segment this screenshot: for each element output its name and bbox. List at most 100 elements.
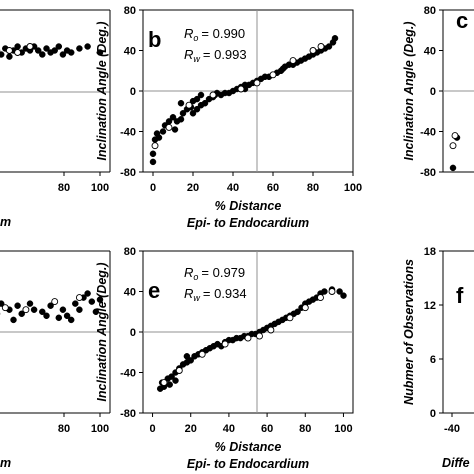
panel-c-points xyxy=(449,132,461,172)
d-filled-point-24 xyxy=(92,308,100,316)
panel-b-points xyxy=(149,35,339,166)
e-filled-point-49 xyxy=(336,288,343,295)
panel-b-x-axis-title-line-2: Epi- to Endocardium xyxy=(187,216,309,230)
e-filled-point-50 xyxy=(340,292,347,299)
panel-c: -80 -40 0 40 80 c Inclination Angle (Deg.) xyxy=(402,5,474,179)
b-filled-point-18 xyxy=(193,105,201,113)
panel-a: 80 100 m xyxy=(0,9,111,229)
b-x-tick-label-100: 100 xyxy=(344,182,362,194)
b-filled-point-11 xyxy=(177,116,185,123)
e-open-point-8 xyxy=(301,304,309,312)
b-filled-point-4 xyxy=(155,134,163,141)
b-y-tick-label-40: 40 xyxy=(124,46,136,58)
d-filled-point-7 xyxy=(10,316,17,324)
d-filled-point-12 xyxy=(39,308,46,316)
panel-e-x-axis-title-line-2: Epi- to Endocardium xyxy=(187,457,309,471)
b-filled-point-1 xyxy=(149,150,157,158)
e-open-point-1 xyxy=(175,367,183,374)
panel-f: 0 6 12 18 f Nubmer of Observations -40 Diff… xyxy=(402,246,474,470)
d-filled-point-8 xyxy=(14,302,21,309)
panel-b-letter: b xyxy=(148,27,161,52)
a-filled-point-21 xyxy=(51,47,58,54)
e-filled-point-7 xyxy=(172,377,179,384)
e-filled-point-12 xyxy=(187,357,194,364)
d-filled-point-14 xyxy=(47,302,54,309)
b-filled-point-13 xyxy=(179,110,187,117)
b-filled-point-5 xyxy=(159,128,167,135)
panel-e-points xyxy=(156,286,347,392)
panel-a-x-axis-title-fragment: m xyxy=(0,215,11,229)
panel-e-r-w-sub: w xyxy=(193,293,200,303)
panel-d-x-axis-title-fragment: m xyxy=(0,456,11,470)
e-open-point-10 xyxy=(328,288,336,295)
d-filled-point-17 xyxy=(63,312,71,320)
a-filled-point-23 xyxy=(59,51,67,58)
b-filled-point-16 xyxy=(189,110,197,117)
d-filled-point-13 xyxy=(43,312,50,320)
panel-d-x-tick-label-100: 100 xyxy=(91,423,109,435)
e-filled-point-5 xyxy=(168,373,175,380)
e-y-tick-label--80: -80 xyxy=(120,408,136,420)
panel-e-r-w-symbol: R xyxy=(184,286,193,301)
b-open-point-8 xyxy=(309,47,317,54)
a-filled-point-27 xyxy=(84,43,91,50)
a-filled-point-17 xyxy=(34,47,42,54)
b-filled-point-12 xyxy=(177,99,185,107)
d-filled-point-22 xyxy=(84,290,91,297)
panel-b-x-axis-title-line-1: % Distance xyxy=(215,199,282,213)
b-x-tick-label-80: 80 xyxy=(307,182,319,194)
e-x-tick-label-0: 0 xyxy=(149,423,155,435)
panel-f-y-ticks: 0 6 12 18 xyxy=(424,246,443,420)
d-filled-point-25 xyxy=(96,296,104,303)
e-x-tick-label-40: 40 xyxy=(223,423,235,435)
panel-e-y-axis-title: Inclination Angle (Deg.) xyxy=(95,262,109,401)
e-open-point-3 xyxy=(221,340,229,348)
panel-d-points xyxy=(0,290,104,324)
f-y-tick-label-18: 18 xyxy=(424,246,436,258)
d-filled-point-10 xyxy=(26,300,34,307)
f-y-tick-label-12: 12 xyxy=(424,300,436,312)
d-filled-point-19 xyxy=(72,300,79,307)
b-open-point-7 xyxy=(289,57,297,65)
e-filled-point-40 xyxy=(294,308,301,316)
d-filled-point-11 xyxy=(30,306,38,313)
panel-b-x-ticks: 0 20 40 60 80 100 xyxy=(150,172,362,194)
e-open-point-9 xyxy=(317,294,324,302)
panel-e-x-axis-title-line-1: % Distance xyxy=(215,440,282,454)
b-open-point-4 xyxy=(237,85,245,93)
b-filled-point-8 xyxy=(169,114,177,121)
e-x-tick-label-60: 60 xyxy=(261,423,273,435)
panel-b-r-o-symbol: R xyxy=(184,26,193,41)
c-y-tick-label-40: 40 xyxy=(424,46,436,58)
a-open-point-4 xyxy=(14,49,22,56)
a-filled-point-10 xyxy=(6,53,13,60)
panel-b-r-o-sub: o xyxy=(193,33,198,43)
e-open-point-4 xyxy=(244,334,252,342)
e-x-tick-label-80: 80 xyxy=(299,423,311,435)
panel-c-y-ticks: -80 -40 0 40 80 xyxy=(420,5,443,179)
d-filled-point-16 xyxy=(59,306,67,313)
b-filled-point-0 xyxy=(149,158,157,166)
a-filled-point-19 xyxy=(43,45,50,52)
c-y-tick-label-0: 0 xyxy=(430,86,436,98)
panel-b-y-ticks: -80 -40 0 40 80 xyxy=(120,5,143,179)
panel-d-x-tick-label-80: 80 xyxy=(58,423,70,435)
b-filled-point-58 xyxy=(331,35,339,42)
panel-b-y-axis-title: Inclination Angle (Deg.) xyxy=(95,21,109,160)
panel-e-r-o-value: = 0.979 xyxy=(201,265,245,280)
e-y-tick-label--40: -40 xyxy=(120,368,136,380)
e-x-tick-label-20: 20 xyxy=(185,423,197,435)
panel-f-y-axis-title: Nubmer of Observations xyxy=(402,259,416,405)
b-y-tick-label--80: -80 xyxy=(120,167,136,179)
c-open-point-1 xyxy=(451,132,459,140)
b-x-tick-label-20: 20 xyxy=(187,182,199,194)
e-open-point-7 xyxy=(286,314,294,322)
b-filled-point-19 xyxy=(193,95,201,103)
c-y-tick-label--80: -80 xyxy=(420,167,436,179)
b-open-point-1 xyxy=(165,123,173,131)
e-y-tick-label-80: 80 xyxy=(124,246,136,258)
a-filled-point-8 xyxy=(0,51,5,58)
